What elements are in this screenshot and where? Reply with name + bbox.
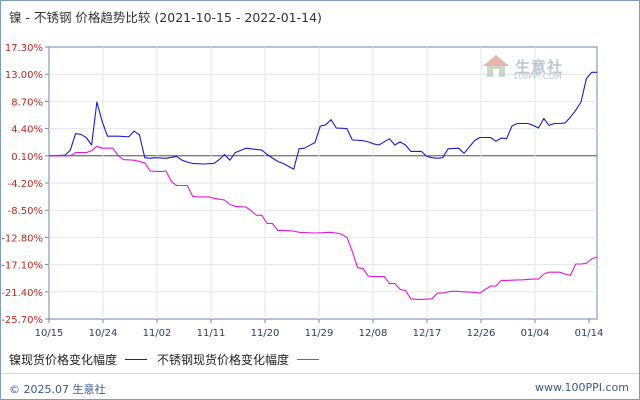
y-tick-label: -8.50% xyxy=(8,206,43,217)
y-tick-label: 8.70% xyxy=(11,97,43,108)
watermark-logo: 生意社 100PPI.COM xyxy=(481,53,564,81)
y-tick-label: -17.10% xyxy=(1,261,43,272)
y-tick-label: -21.40% xyxy=(1,288,43,299)
legend-label-steel: 不锈钢现货价格变化幅度 xyxy=(157,353,290,367)
x-tick-label: 12/26 xyxy=(467,328,496,339)
chart-title-main: 镍 - 不锈钢 价格趋势比较 xyxy=(9,10,151,25)
x-tick-label: 01/04 xyxy=(521,328,550,339)
x-tick-label: 12/08 xyxy=(359,328,388,339)
legend: 镍现货价格变化幅度 不锈钢现货价格变化幅度 xyxy=(9,351,329,368)
series-line-stainless-steel xyxy=(49,145,598,300)
chart-title: 镍 - 不锈钢 价格趋势比较 (2021-10-15 - 2022-01-14) xyxy=(9,7,322,26)
footer: © 2025.07 生意社 www.100PPI.com xyxy=(1,373,639,400)
x-tick-label: 11/11 xyxy=(197,328,226,339)
y-tick-label: -4.20% xyxy=(8,179,43,190)
legend-line-nickel xyxy=(125,359,148,360)
legend-label-nickel: 镍现货价格变化幅度 xyxy=(9,353,118,367)
x-tick-label: 10/15 xyxy=(35,328,64,339)
house-logo-icon xyxy=(483,55,509,77)
logo-domain: 100PPI.COM xyxy=(513,72,562,81)
x-tick-label: 10/24 xyxy=(89,328,118,339)
price-trend-chart: 17.30% 13.00% 8.70% 4.40% 0.10% -4.20% -8.50% -… xyxy=(1,43,604,339)
logo-brand: 生意社 xyxy=(515,57,564,76)
legend-line-steel xyxy=(297,359,320,360)
y-tick-label: 4.40% xyxy=(11,125,43,136)
x-tick-label: 11/02 xyxy=(143,328,172,339)
y-tick-label: 0.10% xyxy=(11,152,43,163)
y-tick-label: -12.80% xyxy=(1,233,43,244)
x-tick-label: 11/20 xyxy=(251,328,280,339)
series-line-nickel xyxy=(48,71,597,170)
x-tick-label: 12/17 xyxy=(413,328,442,339)
y-tick-label: 17.30% xyxy=(5,43,43,54)
x-tick-label: 01/14 xyxy=(575,328,604,339)
y-tick-label: 13.00% xyxy=(5,70,43,81)
x-tick-label: 11/29 xyxy=(305,328,334,339)
footer-site-link[interactable]: www.100PPI.com xyxy=(535,381,629,394)
y-tick-label: -25.70% xyxy=(1,315,43,326)
chart-title-range: (2021-10-15 - 2022-01-14) xyxy=(154,10,322,25)
footer-copyright: © 2025.07 生意社 xyxy=(9,383,106,396)
